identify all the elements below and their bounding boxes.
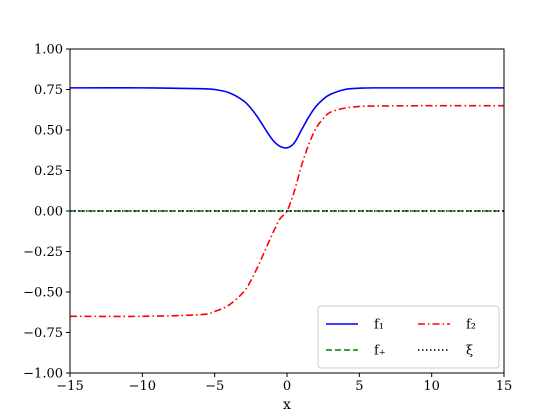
x-tick-label: 0: [283, 379, 291, 394]
series-4-legend-label: ξ: [466, 344, 473, 359]
y-tick-label: 1.00: [34, 43, 63, 58]
x-tick-label: 15: [496, 379, 513, 394]
y-tick-label: 0.50: [34, 124, 63, 139]
series-3-legend-label: f₊: [374, 344, 386, 359]
x-tick-label: −5: [205, 379, 224, 394]
series-2-legend-label: f₂: [466, 318, 476, 333]
y-tick-label: 0.00: [34, 205, 63, 220]
y-tick-label: −0.75: [23, 326, 63, 341]
y-tick-label: 0.25: [34, 164, 63, 179]
y-tick-label: −0.50: [23, 286, 63, 301]
y-tick-label: −0.25: [23, 245, 63, 260]
plot-lines: [69, 87, 505, 318]
y-axis-ticks: −1.00 −0.75 −0.50 −0.25 0.00 0.25 0.50 0.75 1.00: [23, 43, 70, 382]
y-tick-label: −1.00: [23, 367, 63, 382]
series-1-legend-label: f₁: [374, 318, 384, 333]
legend: f₁ f₂ f₊ ξ: [317, 305, 500, 369]
x-tick-label: −10: [129, 379, 156, 394]
y-tick-label: 0.75: [34, 83, 63, 98]
legend-box: [317, 305, 500, 369]
x-axis-title: x: [283, 397, 291, 413]
x-tick-label: 10: [423, 379, 440, 394]
x-axis-ticks: −15 −10 −5 0 5 10 15: [56, 373, 512, 394]
series-1-line: [69, 87, 504, 149]
x-tick-label: −15: [56, 379, 83, 394]
x-tick-label: 5: [355, 379, 363, 394]
